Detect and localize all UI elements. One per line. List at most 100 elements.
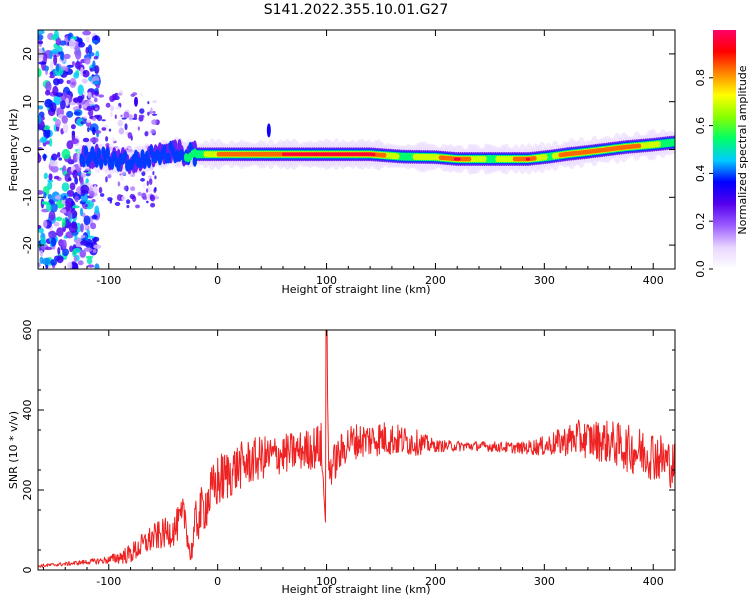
colorbar-ticks: 0.0 0.2 0.4 0.6 0.8 bbox=[694, 69, 713, 278]
spectrogram-speckle bbox=[79, 207, 84, 217]
spectrogram-speckle bbox=[49, 159, 58, 167]
spectrogram-speckle bbox=[108, 128, 112, 132]
spectrogram-speckle bbox=[101, 197, 105, 201]
spectrogram-speckle bbox=[94, 263, 100, 269]
spectrogram-ridge bbox=[96, 147, 102, 159]
colorbar-gradient bbox=[713, 30, 736, 269]
spectrogram-speckle bbox=[121, 117, 127, 120]
spectrogram-speckle bbox=[51, 48, 59, 55]
spectrogram-speckle bbox=[83, 215, 91, 226]
spectrogram-speckle bbox=[46, 203, 52, 212]
spectrogram-x-label: Height of straight line (km) bbox=[281, 283, 430, 296]
spectrogram-speckle bbox=[48, 230, 57, 240]
colorbar-tick-label: 0.8 bbox=[694, 69, 707, 87]
x-tick-label: 200 bbox=[425, 274, 446, 287]
spectrogram-speckle bbox=[50, 259, 58, 266]
spectrogram-speckle bbox=[80, 223, 84, 233]
colorbar-label: Normalized spectral amplitude bbox=[736, 65, 749, 234]
colorbar-tick-label: 0.4 bbox=[694, 165, 707, 183]
spectrogram-speckle bbox=[101, 119, 106, 122]
spectrogram-speckle bbox=[146, 200, 149, 204]
spectrogram-speckle bbox=[147, 101, 150, 105]
spectrogram-speckle bbox=[44, 246, 53, 251]
spectrogram-speckle bbox=[96, 114, 103, 121]
spectrogram-ridge bbox=[543, 153, 548, 161]
spectrogram-speckle bbox=[65, 200, 72, 212]
spectrogram-speckle bbox=[53, 221, 60, 227]
spectrogram-speckle bbox=[58, 157, 63, 161]
spectrogram-speckle bbox=[54, 195, 62, 200]
spectrogram-ridge bbox=[656, 140, 661, 148]
spectrogram-speckle bbox=[127, 132, 133, 139]
spectrogram-speckle bbox=[111, 137, 116, 142]
spectrogram-speckle bbox=[139, 108, 145, 114]
spectrogram-speckle bbox=[87, 126, 90, 133]
spectrogram-speckle bbox=[93, 244, 102, 249]
spectrogram-speckle bbox=[83, 115, 87, 119]
spectrogram-ridge bbox=[671, 138, 675, 147]
spectrogram-speckle bbox=[38, 34, 44, 41]
spectrogram-speckle bbox=[121, 195, 127, 202]
spectrogram-speckle bbox=[93, 55, 99, 60]
spectrogram-speckle bbox=[57, 246, 61, 255]
spectrogram-speckle bbox=[55, 118, 61, 128]
spectrogram-ridge bbox=[116, 160, 121, 172]
spectrogram-speckle bbox=[118, 127, 125, 135]
spectrogram-ridge bbox=[146, 157, 152, 169]
x-tick-label: 100 bbox=[316, 575, 337, 588]
spectrogram-speckle bbox=[120, 174, 124, 182]
spectrogram-speckle bbox=[38, 142, 41, 147]
spectrogram-ridge bbox=[371, 152, 376, 157]
spectrogram-speckle bbox=[47, 193, 52, 200]
spectrogram-speckle bbox=[38, 68, 42, 78]
spectrogram-speckle bbox=[120, 114, 123, 118]
spectrogram-speckle bbox=[45, 81, 52, 92]
spectrogram-speckle bbox=[47, 179, 54, 183]
spectrogram-speckle bbox=[92, 248, 97, 253]
spectrogram-speckle bbox=[55, 216, 63, 222]
spectrogram-speckle bbox=[117, 119, 123, 127]
spectrogram-speckle bbox=[59, 50, 64, 61]
x-tick-label: 200 bbox=[425, 575, 446, 588]
spectrogram-speckle bbox=[148, 178, 153, 185]
spectrogram-speckle bbox=[145, 188, 149, 193]
spectrogram-speckle bbox=[48, 173, 53, 181]
spectrogram-speckle bbox=[64, 66, 69, 72]
y-tick-label: 20 bbox=[21, 47, 34, 61]
spectrogram-speckle bbox=[150, 129, 156, 134]
spectrogram-speckle bbox=[128, 114, 133, 121]
spectrogram-speckle bbox=[77, 84, 84, 96]
snr-panel: -100 0 100 200 300 400 0 200 400 600 Height of s… bbox=[7, 320, 676, 596]
spectrogram-ridge bbox=[456, 157, 461, 161]
spectrogram-speckle bbox=[80, 173, 86, 178]
spectrogram-speckle bbox=[56, 255, 64, 264]
spectrogram-speckle bbox=[62, 123, 69, 134]
spectrogram-speckle bbox=[80, 240, 90, 246]
spectrogram-speckle bbox=[49, 203, 58, 213]
spectrogram-speckle bbox=[139, 93, 143, 97]
spectrogram-speckle bbox=[154, 186, 157, 192]
spectrogram-speckle bbox=[152, 100, 157, 104]
colorbar: 0.0 0.2 0.4 0.6 0.8 Normalized spectral ampl… bbox=[694, 30, 749, 278]
spectrogram-speckle bbox=[82, 71, 86, 75]
spectrogram-speckle bbox=[133, 113, 138, 119]
spectrogram-speckle bbox=[73, 255, 78, 263]
spectrogram-speckle bbox=[61, 182, 70, 192]
y-tick-label: -20 bbox=[21, 236, 34, 254]
spectrogram-ridge bbox=[395, 153, 400, 160]
spectrogram-speckle bbox=[55, 63, 60, 72]
spectrogram-speckle bbox=[105, 176, 108, 183]
spectrogram-speckle bbox=[147, 175, 152, 179]
spectrogram-speckle bbox=[109, 199, 113, 204]
spectrogram-speckle bbox=[38, 227, 44, 234]
spectrogram-speckle bbox=[94, 90, 100, 96]
spectrogram-speckle bbox=[123, 186, 127, 191]
spectrogram-speckle bbox=[70, 124, 76, 130]
spectrogram-speckle bbox=[109, 105, 115, 112]
spectrogram-speckle bbox=[92, 237, 97, 244]
snr-y-ticks: 0 200 400 600 bbox=[21, 320, 675, 574]
spectrogram-speckle bbox=[79, 249, 87, 258]
spectrogram-speckle bbox=[146, 180, 149, 187]
spectrogram-speckle bbox=[55, 92, 63, 97]
spectrogram-speckle bbox=[152, 111, 156, 114]
